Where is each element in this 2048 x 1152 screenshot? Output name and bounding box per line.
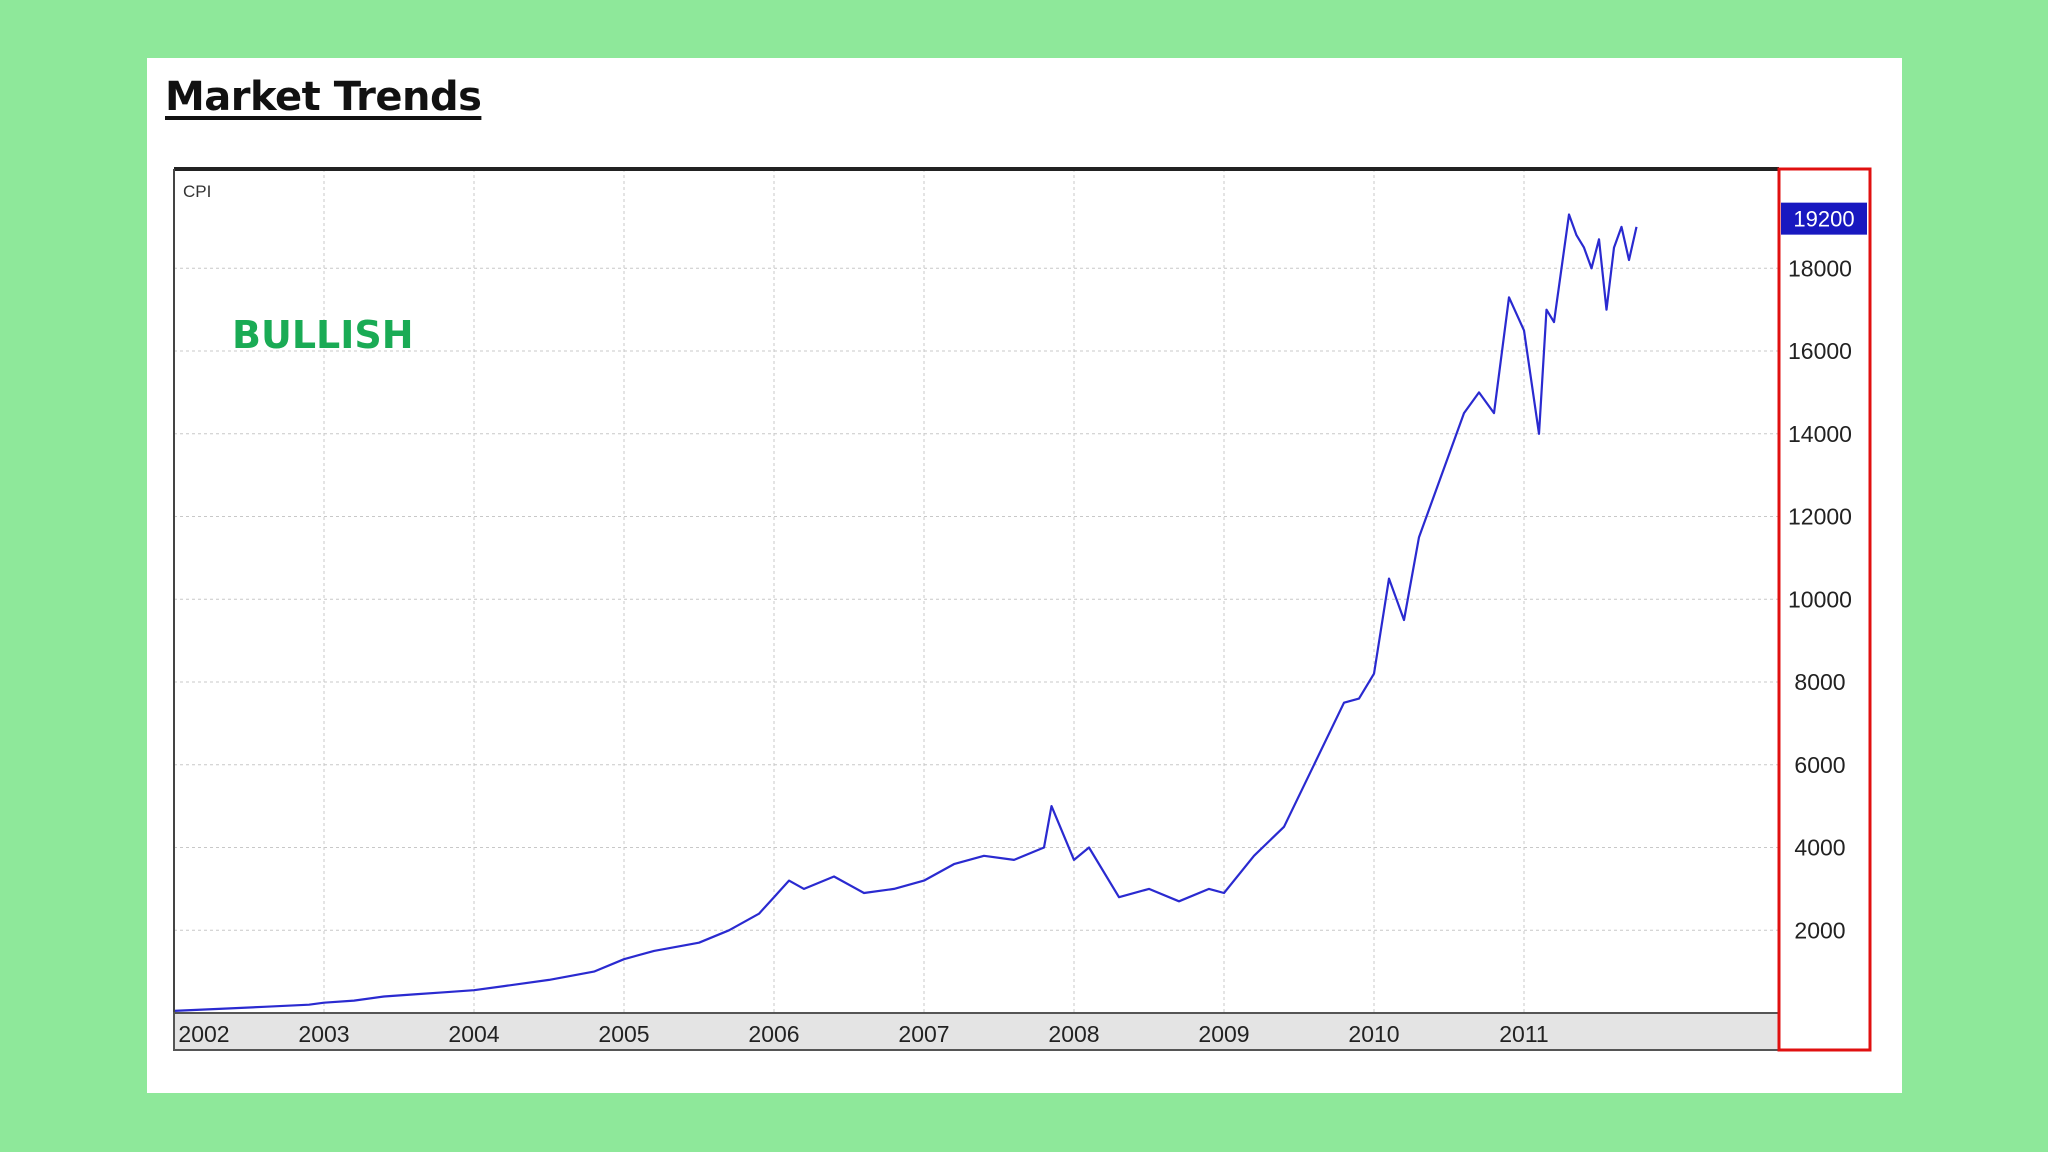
- x-tick-label: 2009: [1198, 1021, 1249, 1047]
- slide-title: Market Trends: [165, 74, 482, 120]
- x-tick-label: 2010: [1348, 1021, 1399, 1047]
- y-tick-label: 10000: [1788, 586, 1852, 612]
- x-tick-label: 2004: [448, 1021, 499, 1047]
- y-axis-labels: 2000 4000 6000 8000 10000 12000 14000 16000 1800…: [1788, 255, 1852, 943]
- y-tick-label: 4000: [1794, 835, 1845, 861]
- x-tick-label: 2003: [298, 1021, 349, 1047]
- cpi-series-line: [173, 213, 1638, 1012]
- y-tick-label: 14000: [1788, 421, 1852, 447]
- y-tick-label: 18000: [1788, 255, 1852, 281]
- y-tick-label: 12000: [1788, 504, 1852, 530]
- price-tag-badge: [1781, 202, 1867, 235]
- x-tick-label: 2005: [598, 1021, 649, 1047]
- y-axis-highlight-box: [1777, 167, 1872, 1052]
- x-tick-label: 2007: [898, 1021, 949, 1047]
- y-tick-label: 6000: [1794, 752, 1845, 778]
- y-tick-label: 2000: [1794, 917, 1845, 943]
- x-axis-labels: 2002 2003 2004 2005 2006 2007 2008 2009 2010 2011: [178, 1021, 1548, 1047]
- plot-area: [174, 169, 1779, 1013]
- x-tick-label: 2008: [1048, 1021, 1099, 1047]
- grid-lines: [174, 169, 1779, 1013]
- x-tick-label: 2002: [178, 1021, 229, 1047]
- series-label: CPI: [183, 182, 211, 201]
- price-tag-label: 19200: [1793, 207, 1854, 232]
- bullish-annotation: BULLISH: [232, 313, 414, 357]
- y-tick-label: 16000: [1788, 338, 1852, 364]
- x-tick-label: 2006: [748, 1021, 799, 1047]
- x-tick-label: 2011: [1499, 1021, 1548, 1047]
- y-tick-label: 8000: [1794, 669, 1845, 695]
